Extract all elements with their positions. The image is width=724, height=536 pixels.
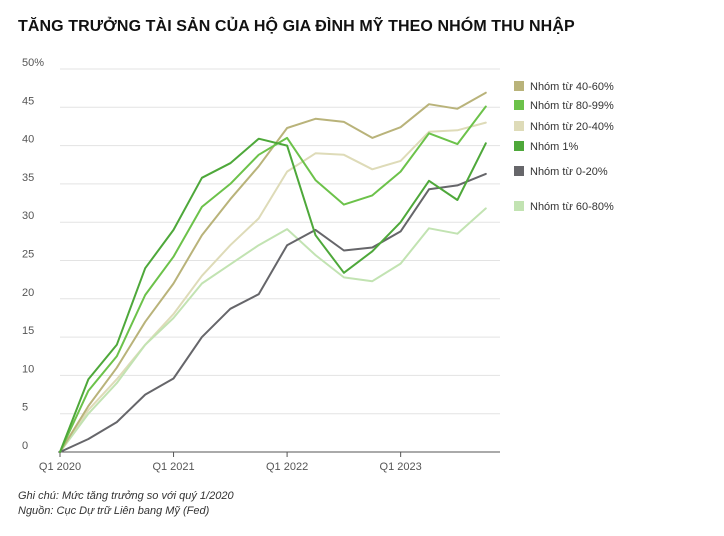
y-tick-label: 0 — [22, 440, 28, 452]
series-line — [59, 172, 487, 453]
series-lines — [59, 91, 487, 453]
legend-swatch — [514, 141, 524, 151]
y-tick-label: 35 — [22, 172, 34, 184]
legend-label: Nhóm từ 0-20% — [530, 166, 608, 178]
y-tick-label: 30 — [22, 210, 34, 222]
legend-label: Nhóm từ 20-40% — [530, 121, 614, 133]
y-tick-label: 25 — [22, 249, 34, 261]
x-tick-label: Q1 2022 — [266, 461, 308, 473]
legend-swatch — [514, 166, 524, 176]
y-tick-label: 5 — [22, 402, 28, 414]
series-line — [59, 121, 487, 453]
y-tick-label: 15 — [22, 325, 34, 337]
y-tick-label: 10 — [22, 363, 34, 375]
legend-swatch — [514, 81, 524, 91]
y-tick-label: 45 — [22, 95, 34, 107]
x-axis: Q1 2020 Q1 2021 Q1 2022 Q1 2023 — [39, 451, 500, 473]
legend-swatch — [514, 100, 524, 110]
legend: Nhóm từ 40-60% Nhóm từ 80-99% Nhóm từ 20-4… — [514, 81, 614, 213]
x-tick-label: Q1 2023 — [380, 461, 422, 473]
y-tick-label: 40 — [22, 134, 34, 146]
series-line — [59, 137, 487, 453]
legend-label: Nhóm từ 60-80% — [530, 201, 614, 213]
x-tick-label: Q1 2020 — [39, 461, 81, 473]
series-line — [59, 207, 487, 453]
y-axis-ticks: 0 5 10 15 20 25 30 35 40 45 50% — [22, 57, 44, 452]
y-tick-label: 50% — [22, 57, 44, 69]
x-tick-label: Q1 2021 — [152, 461, 194, 473]
legend-label: Nhóm 1% — [530, 141, 579, 153]
chart-title: TĂNG TRƯỞNG TÀI SẢN CỦA HỘ GIA ĐÌNH MỸ T… — [18, 18, 575, 35]
legend-swatch — [514, 201, 524, 211]
chart-source: Nguồn: Cục Dự trữ Liên bang Mỹ (Fed) — [18, 505, 210, 517]
legend-swatch — [514, 121, 524, 131]
legend-label: Nhóm từ 40-60% — [530, 81, 614, 93]
series-line — [59, 105, 487, 453]
legend-label: Nhóm từ 80-99% — [530, 100, 614, 112]
chart-note: Ghi chú: Mức tăng trưởng so với quý 1/20… — [18, 490, 234, 502]
gridlines — [60, 68, 500, 415]
y-tick-label: 20 — [22, 287, 34, 299]
